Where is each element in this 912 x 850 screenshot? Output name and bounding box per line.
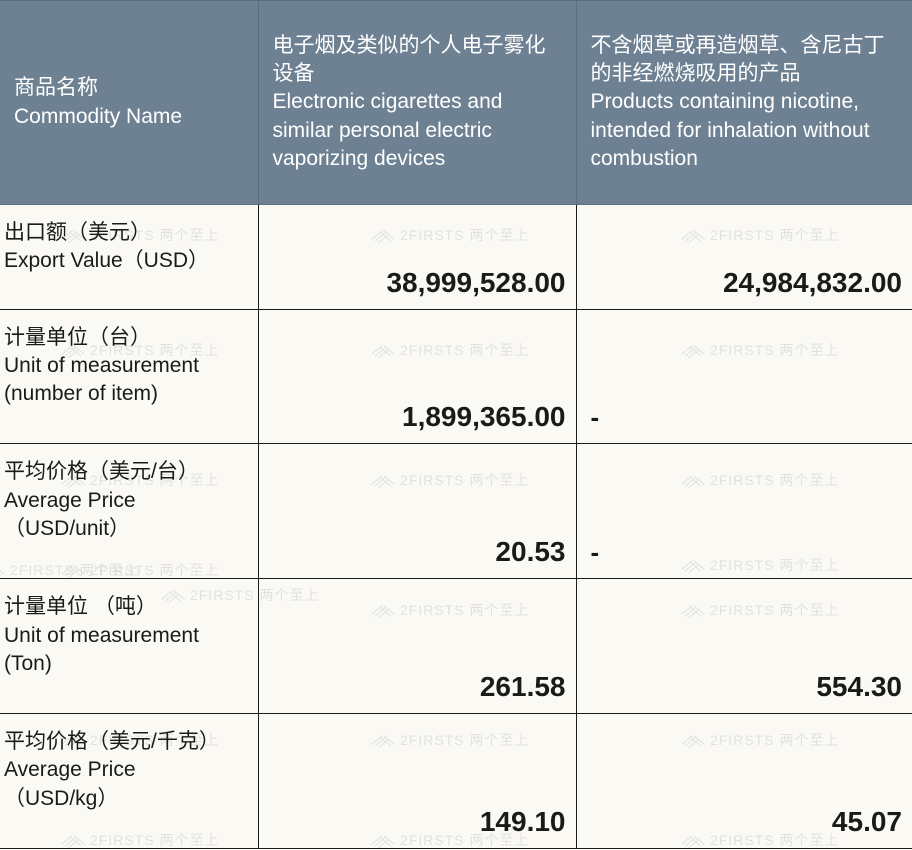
header-col1-en: Commodity Name bbox=[14, 103, 244, 131]
row-value-1: 20.53 bbox=[258, 444, 576, 579]
header-nicotine: 不含烟草或再造烟草、含尼古丁的非经燃烧吸用的产品 Products contai… bbox=[576, 1, 912, 205]
row-value-2: - bbox=[576, 309, 912, 444]
header-commodity-name: 商品名称 Commodity Name bbox=[0, 1, 258, 205]
row-label-en2: （USD/unit） bbox=[4, 515, 252, 543]
header-ecig: 电子烟及类似的个人电子雾化设备 Electronic cigarettes an… bbox=[258, 1, 576, 205]
table-row: 计量单位（台）Unit of measurement(number of ite… bbox=[0, 309, 912, 444]
row-label: 平均价格（美元/千克）Average Price（USD/kg） bbox=[0, 714, 258, 849]
row-value-2: 24,984,832.00 bbox=[576, 205, 912, 310]
row-value-2: 45.07 bbox=[576, 714, 912, 849]
table-body: 出口额（美元） Export Value（USD）38,999,528.0024… bbox=[0, 205, 912, 849]
row-label: 计量单位（台）Unit of measurement(number of ite… bbox=[0, 309, 258, 444]
row-label-en: Export Value（USD） bbox=[4, 247, 252, 275]
header-col3-en: Products containing nicotine, intended f… bbox=[591, 88, 899, 173]
header-col3-cn: 不含烟草或再造烟草、含尼古丁的非经燃烧吸用的产品 bbox=[591, 32, 899, 89]
table-row: 计量单位 （吨）Unit of measurement(Ton)261.5855… bbox=[0, 579, 912, 714]
row-label-en: Unit of measurement bbox=[4, 622, 252, 650]
row-label-en: Average Price bbox=[4, 487, 252, 515]
table-row: 平均价格（美元/千克）Average Price（USD/kg）149.1045… bbox=[0, 714, 912, 849]
row-label-en2: (Ton) bbox=[4, 650, 252, 678]
row-value-1: 149.10 bbox=[258, 714, 576, 849]
table-row: 平均价格（美元/台）Average Price（USD/unit）20.53- bbox=[0, 444, 912, 579]
row-value-1: 261.58 bbox=[258, 579, 576, 714]
data-table: 商品名称 Commodity Name 电子烟及类似的个人电子雾化设备 Elec… bbox=[0, 0, 912, 849]
row-label-en: Unit of measurement bbox=[4, 352, 252, 380]
row-label-cn: 出口额（美元） bbox=[4, 219, 252, 247]
row-label: 出口额（美元） Export Value（USD） bbox=[0, 205, 258, 310]
row-label-en: Average Price bbox=[4, 756, 252, 784]
header-col1-cn: 商品名称 bbox=[14, 74, 244, 102]
row-label-cn: 计量单位（台） bbox=[4, 324, 252, 352]
row-label-cn: 计量单位 （吨） bbox=[4, 593, 252, 621]
header-col2-cn: 电子烟及类似的个人电子雾化设备 bbox=[273, 32, 562, 89]
row-value-2: - bbox=[576, 444, 912, 579]
row-label-cn: 平均价格（美元/千克） bbox=[4, 728, 252, 756]
row-value-1: 1,899,365.00 bbox=[258, 309, 576, 444]
row-label-en2: （USD/kg） bbox=[4, 785, 252, 813]
row-value-2: 554.30 bbox=[576, 579, 912, 714]
row-label: 计量单位 （吨）Unit of measurement(Ton) bbox=[0, 579, 258, 714]
table-row: 出口额（美元） Export Value（USD）38,999,528.0024… bbox=[0, 205, 912, 310]
table-header-row: 商品名称 Commodity Name 电子烟及类似的个人电子雾化设备 Elec… bbox=[0, 1, 912, 205]
row-value-1: 38,999,528.00 bbox=[258, 205, 576, 310]
row-label-en2: (number of item) bbox=[4, 380, 252, 408]
row-label: 平均价格（美元/台）Average Price（USD/unit） bbox=[0, 444, 258, 579]
header-col2-en: Electronic cigarettes and similar person… bbox=[273, 88, 562, 173]
row-label-cn: 平均价格（美元/台） bbox=[4, 458, 252, 486]
